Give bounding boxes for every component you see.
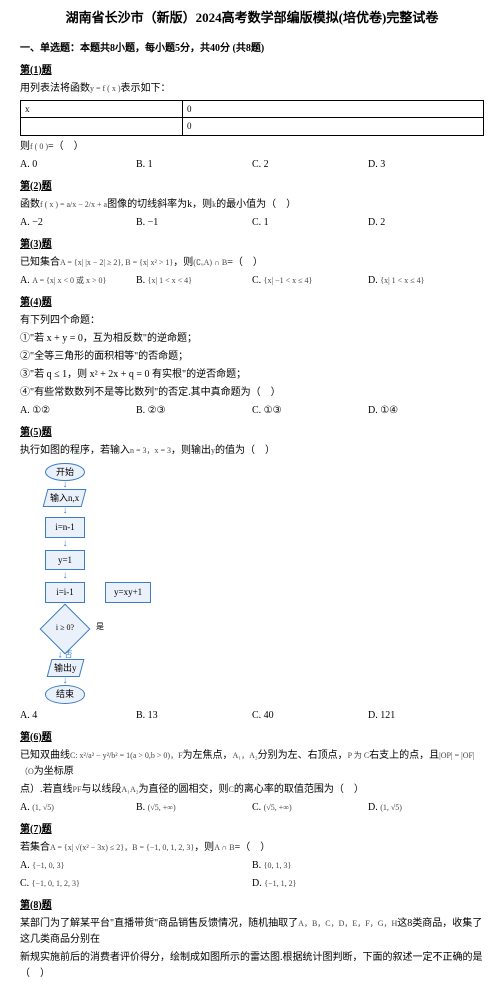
q5-optD: D. 121 [368,708,484,724]
q7-num: 第(7)题 [20,822,484,838]
flow-step3b: y=xy+1 [105,582,151,602]
q6-num: 第(6)题 [20,730,484,746]
q4-t4: ③"若 q ≤ 1，则 x² + 2x + q = 0 有实根"的逆否命题； [20,367,484,383]
q6-text2: 点）.若直线PF与以线段A₁A₂为直径的圆相交，则C的离心率的取值范围为（ ） [20,782,484,798]
q1-text3: 则f ( 0 )=（ ） [20,139,484,155]
q5-optC: C. 40 [252,708,368,724]
flow-output: 输出y [46,659,83,677]
q2-optC: C. 1 [252,215,368,231]
q4-t3: ②"全等三角形的面积相等"的否命题； [20,349,484,365]
flow-step3: i=i-1 [45,582,85,602]
q7-text: 若集合A = {x| √(x² − 3x) ≤ 2}，B = {−1, 0, 1… [20,840,484,856]
q1-num: 第(1)题 [20,63,484,79]
flow-step1: i=n-1 [45,517,85,537]
q7-optB: B. {0, 1, 3} [252,858,484,874]
q4-t2: ①"若 x + y = 0，互为相反数"的逆命题； [20,331,484,347]
q2-num: 第(2)题 [20,179,484,195]
q3-optC: C. {x| −1 < x ≤ 4} [252,273,368,289]
q2-optD: D. 2 [368,215,484,231]
arrow-icon: ↓ [30,572,100,580]
section-header: 一、单选题：本题共8小题，每小题5分，共40分 (共8题) [20,41,484,57]
flow-input: 输入n,x [43,489,87,507]
q2-optA: A. −2 [20,215,136,231]
q1-optC: C. 2 [252,157,368,173]
q3-optD: D. {x| 1 < x ≤ 4} [368,273,484,289]
q6-optB: B. (√5, +∞) [136,800,252,816]
q7-optD: D. {−1, 1, 2} [252,876,484,892]
q1-optD: D. 3 [368,157,484,173]
q2-optB: B. −1 [136,215,252,231]
q8-text2: 新规实施前后的消费者评价得分，绘制成如图所示的雷达图.根据统计图判断，下面的叙述… [20,950,484,982]
flow-step2: y=1 [45,550,85,570]
q1-table: x0 0 [20,100,484,136]
flow-yes: 是 [96,621,104,634]
q1-optA: A. 0 [20,157,136,173]
q6-optD: D. (1, √5) [368,800,484,816]
q7-optC: C. {−1, 0, 1, 2, 3} [20,876,252,892]
q7-options2: C. {−1, 0, 1, 2, 3} D. {−1, 1, 2} [20,876,484,892]
flow-diamond: i ≥ 0? 是 [40,615,90,643]
q6-optA: A. (1, √5) [20,800,136,816]
arrow-icon: ↓ [30,677,100,685]
q7-optA: A. {−1, 0, 3} [20,858,252,874]
page-title: 湖南省长沙市（新版）2024高考数学部编版模拟(培优卷)完整试卷 [20,8,484,29]
q4-t5: ④"有些常数数列不是等比数列"的否定.其中真命题为（ ） [20,385,484,401]
q5-optA: A. 4 [20,708,136,724]
q4-options: A. ①② B. ②③ C. ①③ D. ①④ [20,403,484,419]
q6-text: 已知双曲线C: x²/a² − y²/b² = 1(a > 0,b > 0)，F… [20,748,484,780]
flowchart: 开始 ↓ 输入n,x ↓ i=n-1 ↓ y=1 ↓ i=i-1 y=xy+1 … [30,463,484,704]
q4-optA: A. ①② [20,403,136,419]
arrow-icon: ↓ [30,507,100,515]
q4-num: 第(4)题 [20,295,484,311]
q3-optA: A. A = {x| x < 0 或 x > 0} [20,273,136,289]
q5-optB: B. 13 [136,708,252,724]
q1-optB: B. 1 [136,157,252,173]
q4-t1: 有下列四个命题： [20,313,484,329]
q6-optC: C. (√5, +∞) [252,800,368,816]
q1-options: A. 0 B. 1 C. 2 D. 3 [20,157,484,173]
q4-optC: C. ①③ [252,403,368,419]
q5-text: 执行如图的程序，若输入n = 3，x = 3，则输出y的值为（ ） [20,443,484,459]
flow-end: 结束 [45,685,85,703]
q1-text: 用列表法将函数y = f ( x )表示如下： [20,81,484,97]
q5-options: A. 4 B. 13 C. 40 D. 121 [20,708,484,724]
q2-text: 函数f ( x ) = a/x − 2/x + a图像的切线斜率为k，则k的最小… [20,197,484,213]
q5-num: 第(5)题 [20,425,484,441]
q3-text: 已知集合A = {x| |x − 2| ≥ 2}, B = {x| x² > 1… [20,255,484,271]
arrow-icon: ↓ [30,540,100,548]
q8-num: 第(8)题 [20,898,484,914]
q2-options: A. −2 B. −1 C. 1 D. 2 [20,215,484,231]
q6-options: A. (1, √5) B. (√5, +∞) C. (√5, +∞) D. (1… [20,800,484,816]
q8-text: 某部门为了解某平台"直播带货"商品销售反馈情况，随机抽取了A，B，C，D，E，F… [20,916,484,948]
arrow-icon: ↓ [30,481,100,489]
q3-options: A. A = {x| x < 0 或 x > 0} B. {x| 1 < x <… [20,273,484,289]
q4-optD: D. ①④ [368,403,484,419]
q7-options: A. {−1, 0, 3} B. {0, 1, 3} [20,858,484,874]
q3-num: 第(3)题 [20,237,484,253]
q3-optB: B. {x| 1 < x < 4} [136,273,252,289]
q4-optB: B. ②③ [136,403,252,419]
